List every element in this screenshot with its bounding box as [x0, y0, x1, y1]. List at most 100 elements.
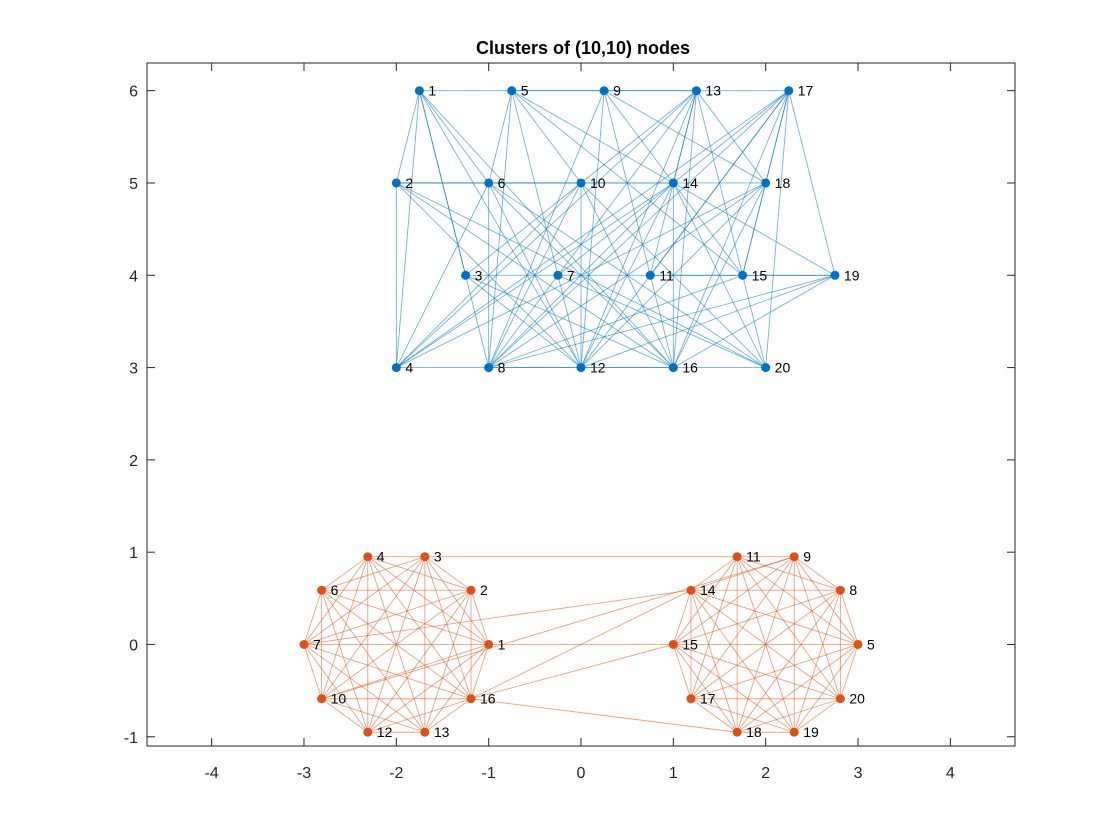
graph-node	[576, 178, 586, 188]
graph-edge	[580, 90, 605, 368]
y-tick-label: 5	[129, 176, 138, 193]
y-tick-label: 2	[129, 453, 138, 470]
graph-edge	[511, 90, 674, 184]
node-label: 8	[498, 360, 506, 376]
graph-node	[507, 86, 517, 96]
node-label: 3	[434, 549, 442, 565]
graph-edge	[488, 90, 513, 184]
graph-node	[466, 585, 476, 595]
graph-node	[363, 552, 373, 562]
graph-edge	[793, 698, 841, 733]
graph-edge	[690, 698, 738, 733]
graph-edge	[303, 589, 692, 645]
graph-edge	[367, 698, 472, 733]
graph-edge	[673, 644, 841, 700]
node-label: 10	[590, 175, 606, 191]
node-label: 7	[313, 636, 321, 652]
node-label: 9	[803, 549, 811, 565]
graph-node	[576, 363, 586, 373]
graph-node	[599, 86, 609, 96]
graph-edge	[470, 644, 674, 700]
y-tick-label: 6	[129, 84, 138, 101]
node-label: 12	[590, 360, 606, 376]
graph-node	[830, 270, 840, 280]
graph-edge	[424, 698, 472, 733]
graph-node	[789, 727, 799, 737]
graph-node	[420, 727, 430, 737]
node-label: 19	[844, 267, 860, 283]
graph-edge	[672, 182, 743, 276]
graph-node	[761, 363, 771, 373]
node-label: 20	[775, 360, 791, 376]
graph-node	[738, 270, 748, 280]
node-label: 8	[849, 582, 857, 598]
y-tick-label: 1	[129, 545, 138, 562]
node-label: 3	[475, 267, 483, 283]
graph-edge	[690, 698, 795, 733]
chart-title: Clusters of (10,10) nodes	[476, 38, 690, 58]
graph-node	[835, 585, 845, 595]
graph-edge	[737, 698, 841, 733]
graph-node	[391, 178, 401, 188]
node-label: 2	[405, 175, 413, 191]
graph-edge	[424, 556, 472, 699]
graph-node	[414, 86, 424, 96]
graph-node	[317, 694, 327, 704]
node-label: 16	[480, 691, 496, 707]
graph-edge	[673, 274, 836, 368]
graph-edge	[672, 182, 767, 368]
graph-edge	[690, 556, 738, 591]
graph-edge	[580, 182, 674, 368]
graph-edge	[321, 589, 472, 700]
node-label: 2	[480, 582, 488, 598]
graph-edge	[395, 90, 420, 368]
node-label: 14	[700, 582, 716, 598]
node-label: 18	[746, 724, 762, 740]
graph-edge	[673, 556, 795, 645]
x-tick-label: -3	[297, 765, 311, 782]
node-label: 16	[682, 360, 698, 376]
node-label: 1	[428, 83, 436, 99]
graph-node	[686, 585, 696, 595]
graph-edge	[321, 698, 425, 733]
graph-edge	[673, 644, 795, 733]
graph-node	[668, 363, 678, 373]
graph-edge	[765, 90, 790, 368]
graph-edge	[321, 698, 369, 733]
graph-node	[484, 178, 494, 188]
graph-edge	[603, 90, 674, 184]
graph-edge	[321, 590, 369, 733]
node-labels: 1234567891011121314151617181920123456789…	[313, 83, 875, 741]
graph-node	[761, 178, 771, 188]
graph-edge	[839, 644, 859, 699]
graph-edge	[736, 556, 859, 645]
node-label: 5	[867, 636, 875, 652]
node-label: 4	[405, 360, 413, 376]
node-label: 6	[331, 582, 339, 598]
graph-edge	[470, 644, 490, 699]
graph-edge	[511, 90, 582, 184]
graph-edge	[470, 590, 490, 645]
graph-edge	[321, 589, 426, 733]
graph-edge	[696, 90, 767, 184]
graph-node	[645, 270, 655, 280]
x-tick-label: -1	[482, 765, 496, 782]
node-label: 19	[803, 724, 819, 740]
graph-edge	[672, 90, 697, 184]
graph-edge	[580, 90, 697, 368]
node-label: 17	[798, 83, 814, 99]
graph-node	[461, 270, 471, 280]
graph-edge	[303, 644, 323, 699]
graph-node	[668, 178, 678, 188]
node-label: 13	[705, 83, 721, 99]
graph-node	[317, 585, 327, 595]
x-tick-label: 2	[761, 765, 770, 782]
graph-edge	[765, 90, 790, 184]
graph-node	[835, 694, 845, 704]
graph-edge	[367, 556, 472, 700]
graph-edge	[303, 556, 426, 645]
graph-node	[784, 86, 794, 96]
graph-node	[668, 639, 678, 649]
graph-edge	[488, 90, 513, 368]
